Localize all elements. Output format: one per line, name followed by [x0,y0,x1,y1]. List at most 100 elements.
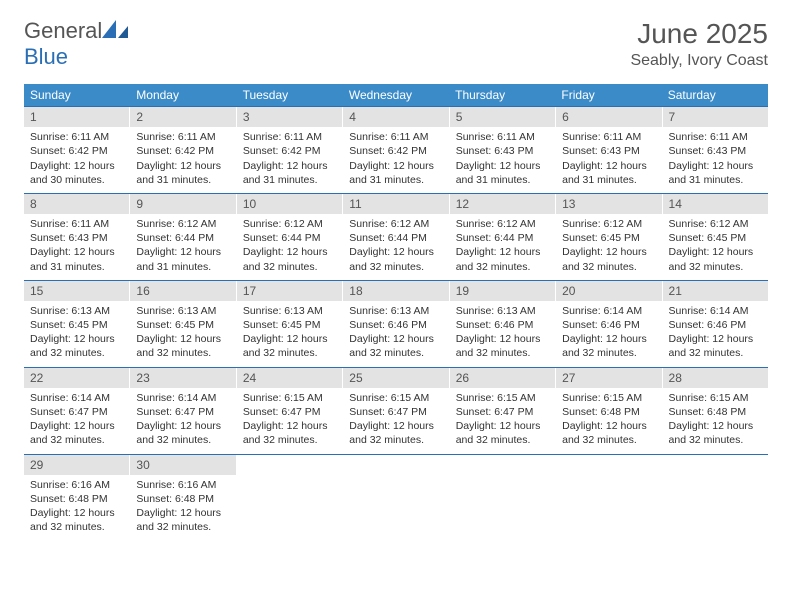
day-line-sunset: Sunset: 6:47 PM [30,405,123,419]
day-line-d2: and 32 minutes. [669,433,762,447]
day-body: Sunrise: 6:14 AMSunset: 6:47 PMDaylight:… [24,388,129,454]
day-line-sunrise: Sunrise: 6:11 AM [456,130,549,144]
day-cell: 2Sunrise: 6:11 AMSunset: 6:42 PMDaylight… [130,107,236,193]
day-cell: 10Sunrise: 6:12 AMSunset: 6:44 PMDayligh… [237,194,343,280]
day-line-d1: Daylight: 12 hours [349,332,442,346]
day-body: Sunrise: 6:11 AMSunset: 6:42 PMDaylight:… [130,127,235,193]
day-cell: 5Sunrise: 6:11 AMSunset: 6:43 PMDaylight… [450,107,556,193]
day-line-d1: Daylight: 12 hours [136,245,229,259]
day-line-d1: Daylight: 12 hours [562,419,655,433]
day-line-d1: Daylight: 12 hours [136,332,229,346]
day-number: 24 [237,368,342,388]
day-line-sunrise: Sunrise: 6:13 AM [243,304,336,318]
day-body: Sunrise: 6:12 AMSunset: 6:44 PMDaylight:… [130,214,235,280]
day-line-d2: and 32 minutes. [349,433,442,447]
day-line-sunset: Sunset: 6:44 PM [456,231,549,245]
day-body: Sunrise: 6:13 AMSunset: 6:46 PMDaylight:… [450,301,555,367]
day-line-d2: and 32 minutes. [136,346,229,360]
day-line-sunrise: Sunrise: 6:12 AM [349,217,442,231]
day-line-sunrise: Sunrise: 6:15 AM [349,391,442,405]
day-number: 16 [130,281,235,301]
day-line-sunset: Sunset: 6:47 PM [136,405,229,419]
day-line-sunset: Sunset: 6:45 PM [562,231,655,245]
day-cell: 16 Sunrise: 6:13 AMSunset: 6:45 PMDayligh… [130,281,236,367]
day-cell: 22Sunrise: 6:14 AMSunset: 6:47 PMDayligh… [24,368,130,454]
day-cell: 15Sunrise: 6:13 AMSunset: 6:45 PMDayligh… [24,281,130,367]
day-line-d2: and 31 minutes. [136,173,229,187]
day-body: Sunrise: 6:12 AMSunset: 6:45 PMDaylight:… [556,214,661,280]
day-line-d2: and 32 minutes. [243,260,336,274]
day-cell-empty [663,455,768,541]
day-number: 5 [450,107,555,127]
day-line-sunset: Sunset: 6:43 PM [562,144,655,158]
day-line-sunrise: Sunrise: 6:11 AM [30,217,123,231]
day-line-d1: Daylight: 12 hours [243,159,336,173]
day-cell-empty [450,455,556,541]
day-number: 20 [556,281,661,301]
day-line-sunrise: Sunrise: 6:13 AM [136,304,229,318]
day-body: Sunrise: 6:14 AMSunset: 6:46 PMDaylight:… [556,301,661,367]
day-line-d1: Daylight: 12 hours [349,419,442,433]
day-line-d1: Daylight: 12 hours [136,159,229,173]
day-line-sunrise: Sunrise: 6:14 AM [669,304,762,318]
day-line-d2: and 31 minutes. [562,173,655,187]
day-line-sunset: Sunset: 6:42 PM [30,144,123,158]
day-line-sunset: Sunset: 6:42 PM [243,144,336,158]
day-line-d1: Daylight: 12 hours [243,332,336,346]
week-row: 8Sunrise: 6:11 AMSunset: 6:43 PMDaylight… [24,193,768,280]
day-line-sunset: Sunset: 6:45 PM [136,318,229,332]
day-line-d2: and 32 minutes. [30,433,123,447]
day-line-d1: Daylight: 12 hours [669,159,762,173]
day-line-d1: Daylight: 12 hours [30,419,123,433]
day-line-d1: Daylight: 12 hours [669,332,762,346]
day-line-sunset: Sunset: 6:48 PM [30,492,123,506]
day-line-sunrise: Sunrise: 6:16 AM [30,478,123,492]
day-line-sunrise: Sunrise: 6:11 AM [30,130,123,144]
day-line-d2: and 31 minutes. [349,173,442,187]
day-body: Sunrise: 6:13 AMSunset: 6:46 PMDaylight:… [343,301,448,367]
day-line-sunrise: Sunrise: 6:11 AM [669,130,762,144]
day-cell: 3Sunrise: 6:11 AMSunset: 6:42 PMDaylight… [237,107,343,193]
day-line-d2: and 32 minutes. [349,346,442,360]
day-cell: 21Sunrise: 6:14 AMSunset: 6:46 PMDayligh… [663,281,768,367]
day-line-d2: and 31 minutes. [456,173,549,187]
day-line-sunrise: Sunrise: 6:15 AM [562,391,655,405]
day-number: 1 [24,107,129,127]
day-number: 2 [130,107,235,127]
day-line-d2: and 32 minutes. [456,433,549,447]
day-line-sunset: Sunset: 6:43 PM [30,231,123,245]
day-line-sunset: Sunset: 6:46 PM [669,318,762,332]
day-number: 6 [556,107,661,127]
day-cell-empty [556,455,662,541]
day-body: Sunrise: 6:11 AMSunset: 6:42 PMDaylight:… [343,127,448,193]
day-body: Sunrise: 6:12 AMSunset: 6:44 PMDaylight:… [237,214,342,280]
day-line-d2: and 32 minutes. [349,260,442,274]
day-line-sunrise: Sunrise: 6:11 AM [349,130,442,144]
day-body: Sunrise: 6:16 AMSunset: 6:48 PMDaylight:… [24,475,129,541]
day-cell: 24Sunrise: 6:15 AMSunset: 6:47 PMDayligh… [237,368,343,454]
day-cell: 18Sunrise: 6:13 AMSunset: 6:46 PMDayligh… [343,281,449,367]
logo-text-2: Blue [24,44,68,69]
day-line-sunrise: Sunrise: 6:15 AM [669,391,762,405]
day-body: Sunrise: 6:11 AMSunset: 6:43 PMDaylight:… [556,127,661,193]
day-number: 17 [237,281,342,301]
day-number: 7 [663,107,768,127]
logo-text-1: General [24,18,102,43]
day-line-sunset: Sunset: 6:42 PM [349,144,442,158]
day-cell: 19Sunrise: 6:13 AMSunset: 6:46 PMDayligh… [450,281,556,367]
week-row: 15Sunrise: 6:13 AMSunset: 6:45 PMDayligh… [24,280,768,367]
day-line-d1: Daylight: 12 hours [136,506,229,520]
day-body: Sunrise: 6:11 AMSunset: 6:42 PMDaylight:… [237,127,342,193]
day-number: 28 [663,368,768,388]
day-number: 29 [24,455,129,475]
day-line-d1: Daylight: 12 hours [456,159,549,173]
day-line-sunset: Sunset: 6:48 PM [136,492,229,506]
day-line-sunset: Sunset: 6:42 PM [136,144,229,158]
day-line-d1: Daylight: 12 hours [243,245,336,259]
day-number: 23 [130,368,235,388]
day-number: 15 [24,281,129,301]
day-line-d1: Daylight: 12 hours [562,245,655,259]
day-body: Sunrise: 6:13 AMSunset: 6:45 PMDaylight:… [237,301,342,367]
day-line-d1: Daylight: 12 hours [456,419,549,433]
day-line-d1: Daylight: 12 hours [669,245,762,259]
